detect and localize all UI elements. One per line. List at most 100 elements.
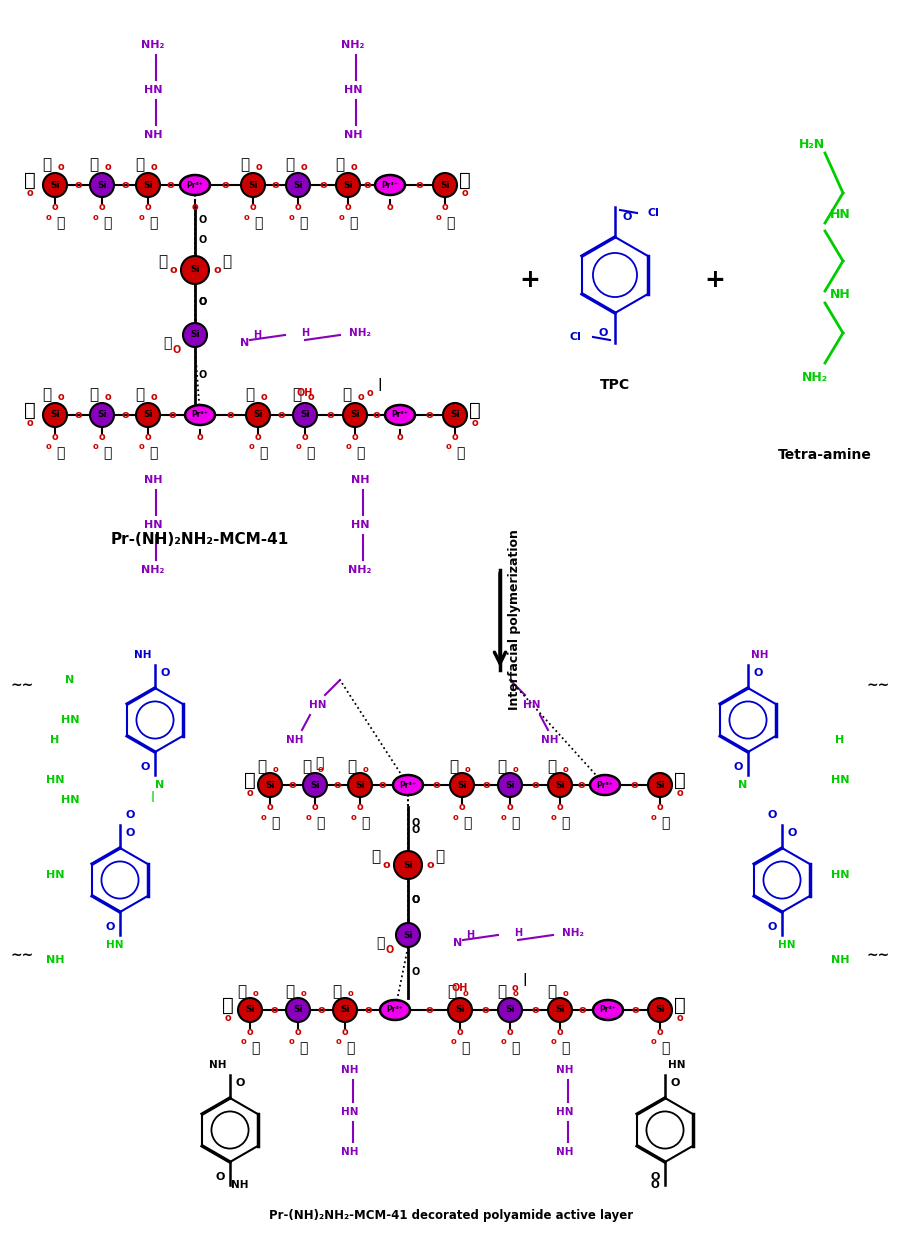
Text: o: o bbox=[382, 860, 390, 870]
Text: ⌣: ⌣ bbox=[446, 216, 454, 230]
Text: Si: Si bbox=[190, 331, 199, 339]
Text: o: o bbox=[46, 212, 51, 221]
Text: o: o bbox=[512, 765, 519, 774]
Text: o: o bbox=[563, 765, 568, 774]
Circle shape bbox=[136, 403, 160, 427]
Text: o: o bbox=[254, 432, 261, 442]
Circle shape bbox=[548, 773, 571, 797]
Text: N: N bbox=[738, 780, 747, 790]
Circle shape bbox=[245, 403, 270, 427]
Text: HN: HN bbox=[143, 85, 162, 95]
Circle shape bbox=[648, 998, 671, 1022]
Text: o: o bbox=[465, 765, 470, 774]
Text: Si: Si bbox=[655, 1006, 664, 1015]
Text: |: | bbox=[377, 378, 382, 392]
Text: OH: OH bbox=[451, 983, 467, 993]
Text: ⌣: ⌣ bbox=[56, 446, 64, 461]
Text: ⌒: ⌒ bbox=[89, 157, 98, 172]
Text: O: O bbox=[198, 235, 207, 245]
Text: ⌒: ⌒ bbox=[547, 985, 556, 1000]
Text: ⌣: ⌣ bbox=[560, 816, 568, 830]
Text: N: N bbox=[155, 780, 164, 790]
Text: O: O bbox=[411, 817, 419, 827]
Text: NH: NH bbox=[209, 1060, 226, 1070]
Text: ⌣: ⌣ bbox=[299, 1041, 307, 1055]
Text: Si: Si bbox=[456, 780, 466, 790]
Text: ⌣: ⌣ bbox=[271, 816, 279, 830]
Text: o: o bbox=[446, 443, 451, 452]
Text: O: O bbox=[161, 668, 170, 678]
Text: o: o bbox=[345, 202, 351, 212]
Text: o: o bbox=[336, 1037, 342, 1047]
Text: o: o bbox=[58, 392, 64, 402]
Text: o: o bbox=[511, 983, 518, 993]
Text: ⌣: ⌣ bbox=[463, 816, 471, 830]
Text: o: o bbox=[289, 212, 295, 221]
Text: Si: Si bbox=[504, 1006, 514, 1015]
Text: ⌒: ⌒ bbox=[335, 157, 345, 172]
Text: ⌣: ⌣ bbox=[435, 850, 444, 865]
Text: O: O bbox=[215, 1172, 225, 1182]
Circle shape bbox=[497, 773, 521, 797]
Text: o: o bbox=[357, 392, 364, 402]
Text: o: o bbox=[271, 180, 279, 190]
Text: ⌒: ⌒ bbox=[222, 996, 234, 1015]
Text: o: o bbox=[426, 860, 433, 870]
Text: o: o bbox=[363, 765, 368, 774]
Text: Si: Si bbox=[51, 411, 60, 419]
Text: o: o bbox=[139, 212, 144, 221]
Text: o: o bbox=[378, 780, 385, 790]
Text: o: o bbox=[506, 802, 512, 812]
Text: O: O bbox=[411, 895, 419, 905]
Text: Si: Si bbox=[248, 181, 258, 190]
Text: OH: OH bbox=[297, 388, 313, 398]
Text: o: o bbox=[221, 180, 228, 190]
Text: o: o bbox=[482, 780, 489, 790]
Text: H₂N: H₂N bbox=[798, 139, 824, 151]
Text: o: o bbox=[289, 1037, 295, 1047]
Text: ⌒: ⌒ bbox=[447, 985, 456, 1000]
Circle shape bbox=[393, 851, 421, 879]
Text: NH: NH bbox=[46, 955, 64, 965]
Text: Si: Si bbox=[354, 780, 364, 790]
Text: HN: HN bbox=[829, 208, 850, 221]
Circle shape bbox=[433, 173, 456, 197]
Circle shape bbox=[347, 773, 372, 797]
Text: O: O bbox=[235, 1078, 244, 1088]
Text: ⌣: ⌣ bbox=[511, 1041, 519, 1055]
Text: Si: Si bbox=[350, 411, 359, 419]
Text: ⌣: ⌣ bbox=[674, 770, 686, 790]
Text: o: o bbox=[246, 1027, 253, 1037]
Text: o: o bbox=[372, 411, 380, 421]
Text: HN: HN bbox=[106, 940, 124, 950]
Text: ⌒: ⌒ bbox=[315, 756, 323, 770]
Text: HN: HN bbox=[830, 775, 848, 785]
Text: o: o bbox=[58, 162, 64, 172]
Text: o: o bbox=[197, 432, 203, 442]
Text: HN: HN bbox=[350, 520, 369, 530]
Text: Cl: Cl bbox=[647, 208, 658, 218]
Text: ⌣: ⌣ bbox=[458, 171, 470, 190]
Text: o: o bbox=[451, 432, 458, 442]
Text: Si: Si bbox=[439, 181, 449, 190]
Text: o: o bbox=[272, 765, 279, 774]
Text: o: o bbox=[341, 1027, 348, 1037]
Text: ⌣: ⌣ bbox=[299, 216, 307, 230]
Text: o: o bbox=[386, 202, 393, 212]
Text: o: o bbox=[656, 802, 663, 812]
Text: o: o bbox=[98, 202, 106, 212]
Text: Si: Si bbox=[143, 181, 152, 190]
Text: O: O bbox=[787, 827, 796, 837]
Circle shape bbox=[447, 998, 472, 1022]
Text: o: o bbox=[144, 202, 152, 212]
Text: NH: NH bbox=[286, 735, 303, 745]
Text: ⌒: ⌒ bbox=[162, 336, 171, 349]
Text: O: O bbox=[650, 1181, 658, 1191]
Text: ⌒: ⌒ bbox=[24, 171, 36, 190]
Text: o: o bbox=[296, 443, 301, 452]
Text: ⌒: ⌒ bbox=[240, 157, 249, 172]
Text: o: o bbox=[512, 990, 519, 998]
Ellipse shape bbox=[185, 406, 215, 426]
Text: o: o bbox=[650, 812, 656, 821]
Text: O: O bbox=[732, 763, 741, 773]
